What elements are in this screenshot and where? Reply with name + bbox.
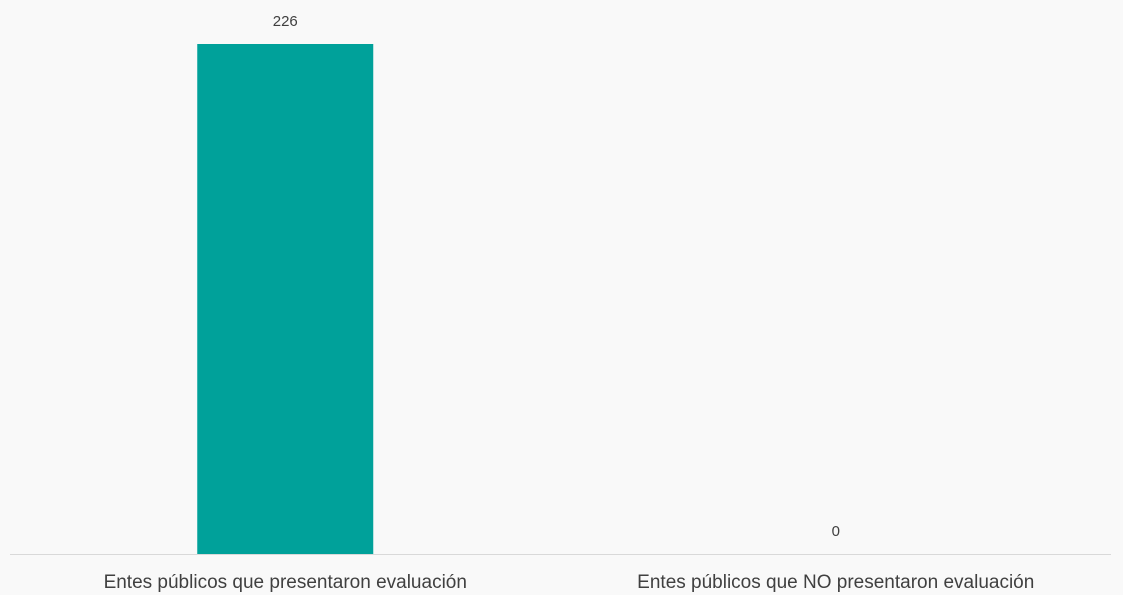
category-label-2: Entes públicos que NO presentaron evalua…: [637, 572, 1034, 593]
data-label-2: 0: [832, 523, 840, 540]
bar-1: [197, 44, 374, 554]
data-label-1: 226: [273, 13, 298, 30]
category-label-1: Entes públicos que presentaron evaluació…: [104, 572, 467, 593]
bars-layer: [197, 44, 374, 554]
labels-layer: 226 Entes públicos que presentaron evalua…: [104, 13, 1035, 593]
